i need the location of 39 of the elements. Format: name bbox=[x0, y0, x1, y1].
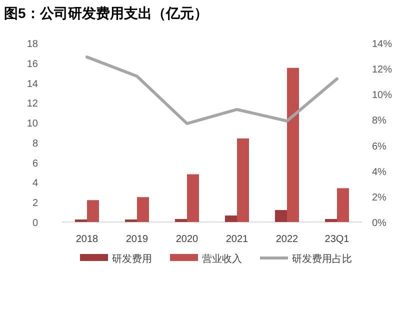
xtick: 2019 bbox=[126, 234, 148, 245]
xtick: 2018 bbox=[76, 234, 98, 245]
ytick: 2 bbox=[32, 198, 38, 210]
xtick: 2021 bbox=[226, 234, 248, 245]
y2tick: 6% bbox=[372, 141, 386, 152]
title: 图5：公司研发费用支出（亿元） bbox=[4, 5, 208, 21]
bar bbox=[325, 219, 337, 222]
y2tick: 2% bbox=[372, 192, 386, 204]
bar bbox=[237, 138, 249, 222]
xtick: 2020 bbox=[176, 234, 198, 245]
xtick: 23Q1 bbox=[324, 234, 350, 245]
ytick: 12 bbox=[26, 98, 38, 110]
ytick: 6 bbox=[32, 158, 38, 170]
bar bbox=[225, 216, 237, 222]
bar bbox=[337, 188, 349, 222]
bar bbox=[287, 68, 299, 222]
xtick: 2022 bbox=[276, 234, 298, 245]
bar bbox=[175, 219, 187, 222]
ytick: 4 bbox=[32, 178, 38, 190]
bar bbox=[137, 197, 149, 222]
legend: 研发费用占比 bbox=[292, 254, 352, 265]
y2tick: 10% bbox=[372, 90, 392, 102]
y2tick: 4% bbox=[372, 166, 386, 178]
bar bbox=[87, 200, 99, 222]
ytick: 14 bbox=[26, 78, 38, 90]
y2tick: 8% bbox=[372, 116, 386, 127]
y2tick: 14% bbox=[372, 39, 392, 50]
bar bbox=[275, 210, 287, 222]
ytick: 16 bbox=[26, 58, 38, 70]
bar bbox=[187, 174, 199, 222]
line-series bbox=[86, 56, 338, 126]
ytick: 0 bbox=[32, 218, 38, 229]
legend: 营业收入 bbox=[202, 254, 242, 265]
y2tick: 12% bbox=[372, 64, 392, 76]
legend: 研发费用 bbox=[112, 254, 152, 265]
ytick: 8 bbox=[32, 138, 38, 150]
y2tick: 0% bbox=[372, 218, 386, 229]
ytick: 10 bbox=[26, 118, 38, 130]
ytick: 18 bbox=[26, 39, 38, 50]
